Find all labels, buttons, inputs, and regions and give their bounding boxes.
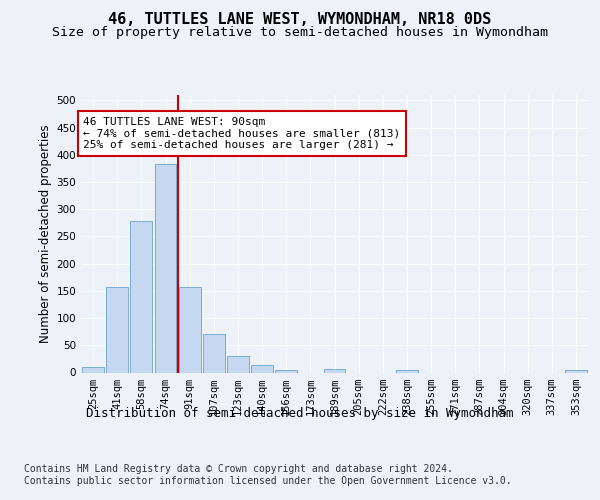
Text: 46, TUTTLES LANE WEST, WYMONDHAM, NR18 0DS: 46, TUTTLES LANE WEST, WYMONDHAM, NR18 0… xyxy=(109,12,491,28)
Text: Size of property relative to semi-detached houses in Wymondham: Size of property relative to semi-detach… xyxy=(52,26,548,39)
Text: Distribution of semi-detached houses by size in Wymondham: Distribution of semi-detached houses by … xyxy=(86,408,514,420)
Bar xyxy=(203,334,224,372)
Y-axis label: Number of semi-detached properties: Number of semi-detached properties xyxy=(39,124,52,343)
Bar xyxy=(130,221,152,372)
Bar xyxy=(396,370,418,372)
Bar xyxy=(106,287,128,372)
Text: Contains public sector information licensed under the Open Government Licence v3: Contains public sector information licen… xyxy=(24,476,512,486)
Text: 46 TUTTLES LANE WEST: 90sqm
← 74% of semi-detached houses are smaller (813)
25% : 46 TUTTLES LANE WEST: 90sqm ← 74% of sem… xyxy=(83,117,401,150)
Bar xyxy=(82,366,104,372)
Bar xyxy=(323,369,346,372)
Bar xyxy=(565,370,587,372)
Bar xyxy=(179,287,200,372)
Bar xyxy=(275,370,297,372)
Text: Contains HM Land Registry data © Crown copyright and database right 2024.: Contains HM Land Registry data © Crown c… xyxy=(24,464,453,474)
Bar xyxy=(227,356,249,372)
Bar xyxy=(251,366,273,372)
Bar xyxy=(155,164,176,372)
